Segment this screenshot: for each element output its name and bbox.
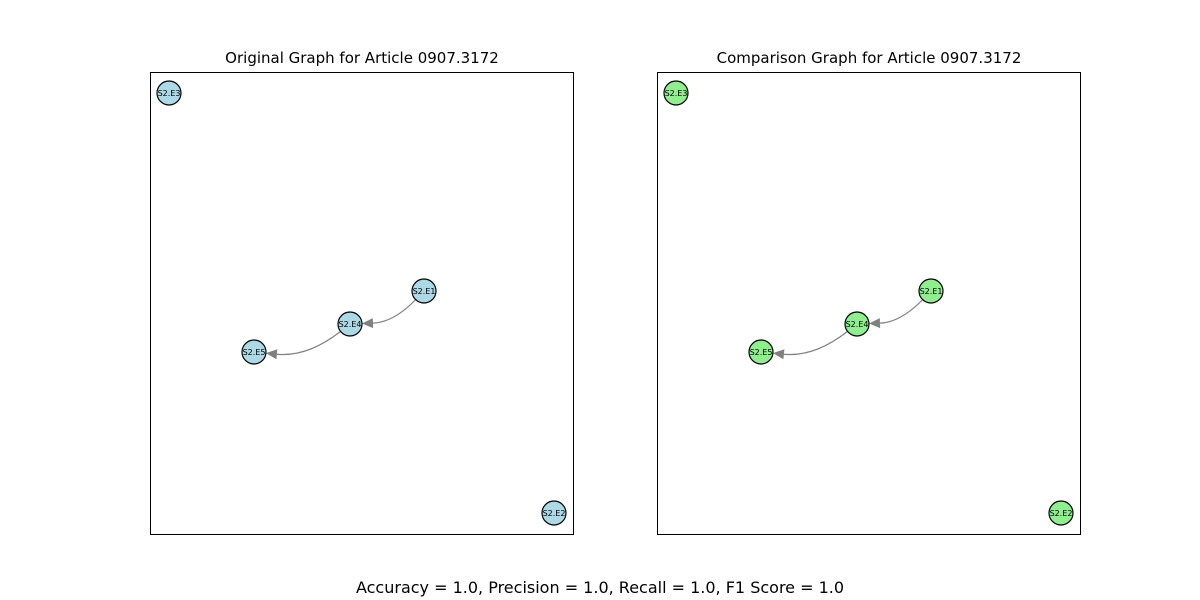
right-node-circle	[1048, 500, 1074, 526]
left-node-label: S2.E5	[243, 348, 266, 357]
left-node-S2.E1: S2.E1	[411, 278, 437, 304]
left-node-S2.E4: S2.E4	[337, 311, 363, 337]
left-edge-arrowhead-0	[361, 318, 374, 329]
left-node-circle	[541, 500, 567, 526]
right-node-S2.E2: S2.E2	[1048, 500, 1074, 526]
left-node-label: S2.E2	[543, 509, 566, 518]
left-graph-title: Original Graph for Article 0907.3172	[225, 49, 499, 67]
left-edge-1	[276, 330, 341, 356]
left-edge-arrowhead-1	[265, 349, 278, 360]
left-node-label: S2.E4	[339, 320, 362, 329]
left-node-circle	[241, 339, 267, 365]
right-node-circle	[748, 339, 774, 365]
right-node-circle	[663, 80, 689, 106]
left-node-circle	[337, 311, 363, 337]
right-node-S2.E4: S2.E4	[844, 311, 870, 337]
right-node-S2.E1: S2.E1	[918, 278, 944, 304]
right-node-label: S2.E1	[920, 287, 943, 296]
left-graph-panel	[150, 72, 574, 535]
right-node-label: S2.E3	[665, 89, 688, 98]
metrics-caption: Accuracy = 1.0, Precision = 1.0, Recall …	[355, 578, 845, 597]
right-graph-panel	[657, 72, 1081, 535]
right-graph-title: Comparison Graph for Article 0907.3172	[716, 49, 1022, 67]
right-edge-arrowhead-1	[772, 349, 785, 360]
right-node-S2.E5: S2.E5	[748, 339, 774, 365]
right-node-circle	[918, 278, 944, 304]
left-node-label: S2.E1	[413, 287, 436, 296]
left-node-circle	[411, 278, 437, 304]
right-node-label: S2.E5	[750, 348, 773, 357]
right-edge-1	[783, 330, 848, 356]
right-edge-arrowhead-0	[868, 318, 881, 329]
right-node-circle	[844, 311, 870, 337]
left-node-label: S2.E3	[158, 89, 181, 98]
right-edge-0	[879, 299, 924, 324]
right-node-S2.E3: S2.E3	[663, 80, 689, 106]
right-node-label: S2.E2	[1050, 509, 1073, 518]
left-node-S2.E3: S2.E3	[156, 80, 182, 106]
right-node-label: S2.E4	[846, 320, 869, 329]
left-node-S2.E5: S2.E5	[241, 339, 267, 365]
left-edge-0	[372, 299, 417, 324]
left-node-S2.E2: S2.E2	[541, 500, 567, 526]
left-node-circle	[156, 80, 182, 106]
